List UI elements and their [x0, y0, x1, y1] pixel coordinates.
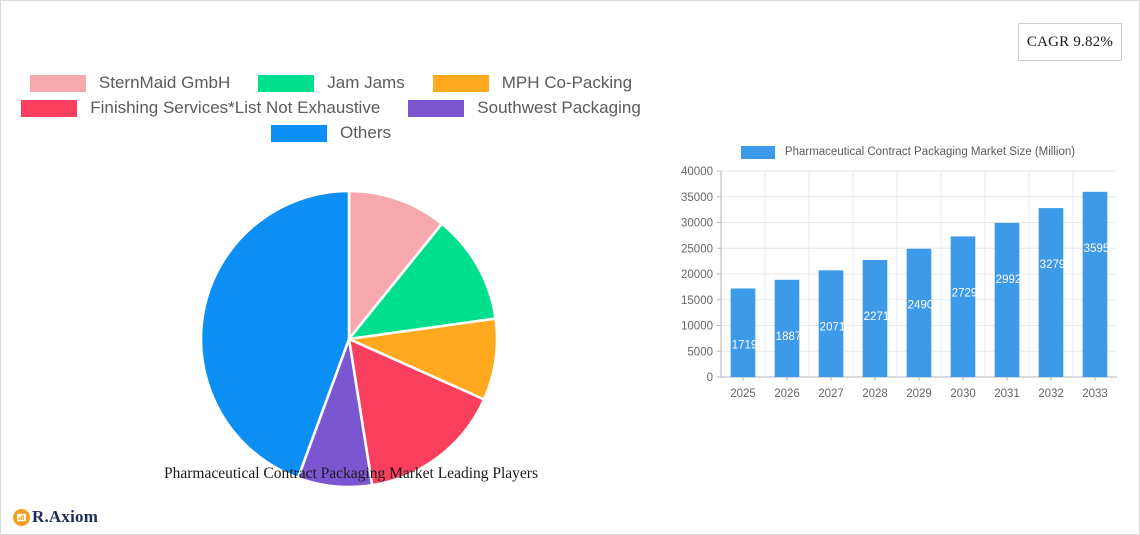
pie-legend: SternMaid GmbH Jam Jams MPH Co-Packing Fini… [1, 61, 661, 143]
bar[interactable] [950, 236, 976, 377]
pie-legend-row: Finishing Services*List Not Exhaustive So… [1, 98, 661, 118]
bar-value-label: 29920 [996, 274, 1028, 286]
bar-value-label: 35956 [1084, 243, 1116, 255]
pie-legend-label: SternMaid GmbH [98, 73, 231, 92]
pie-chart-title: Pharmaceutical Contract Packaging Market… [163, 465, 539, 482]
bar-value-label: 32797 [1040, 259, 1072, 271]
pie-chart-area [1, 143, 661, 489]
pie-legend-item[interactable]: Jam Jams [258, 73, 405, 93]
pie-legend-label: Southwest Packaging [477, 98, 641, 117]
pie-legend-row: SternMaid GmbH Jam Jams MPH Co-Packing [1, 73, 661, 93]
bar-legend-label: Pharmaceutical Contract Packaging Market… [784, 146, 1076, 158]
bar-chart-svg: 0 5000 10000 15000 20000 25000 30000 35000 40000… [681, 166, 1117, 400]
bar-chart-panel: Pharmaceutical Contract Packaging Market… [673, 141, 1123, 411]
cagr-label: CAGR 9.82% [1026, 33, 1114, 50]
bar-value-label: 22715 [864, 311, 896, 323]
x-axis-tick-label: 2027 [818, 388, 844, 400]
pie-slice[interactable] [345, 221, 498, 341]
x-axis-tick-label: 2026 [774, 388, 800, 400]
bar-value-label: 24903 [908, 300, 940, 312]
brand-name: R.Axiom [32, 507, 99, 526]
bar[interactable] [994, 222, 1020, 377]
pie-legend-swatch [258, 74, 315, 92]
y-axis-tick-label: 0 [707, 372, 713, 384]
pie-legend-item[interactable]: SternMaid GmbH [29, 73, 231, 93]
pie-legend-label: Others [339, 123, 392, 142]
bar-series: 17190 18877 20713 22715 24903 27297 29920 32797… [730, 191, 1116, 377]
bar-value-label: 20713 [820, 321, 852, 333]
bar[interactable] [818, 270, 844, 377]
pie-legend-label: MPH Co-Packing [501, 73, 633, 92]
pie-legend-item[interactable]: MPH Co-Packing [432, 73, 633, 93]
bar[interactable] [906, 248, 932, 377]
pie-legend-item[interactable]: Finishing Services*List Not Exhaustive [21, 98, 380, 118]
pie-slice[interactable] [199, 189, 351, 480]
y-axis-tick-label: 35000 [681, 192, 713, 204]
y-axis-tick-label: 5000 [687, 346, 713, 358]
pie-slice[interactable] [347, 189, 444, 343]
chart-circle-icon [13, 508, 30, 526]
pie-legend-item[interactable]: Others [270, 123, 392, 143]
brand-logo: R.Axiom [13, 507, 98, 527]
x-axis-tick-label: 2032 [1038, 388, 1064, 400]
bar-value-label: 27297 [952, 287, 984, 299]
y-axis-tick-label: 15000 [681, 295, 713, 307]
bar-y-axis-labels: 0 5000 10000 15000 20000 25000 30000 35000 40000 [681, 166, 713, 384]
pie-legend-label: Jam Jams [327, 73, 405, 92]
bar-legend-swatch [740, 145, 775, 159]
x-axis-tick-label: 2030 [950, 388, 976, 400]
y-axis-tick-label: 25000 [681, 243, 713, 255]
bar[interactable] [1038, 208, 1064, 377]
pie-chart-panel: SternMaid GmbH Jam Jams MPH Co-Packing Fini… [1, 61, 661, 501]
cagr-badge: CAGR 9.82% [1018, 23, 1122, 61]
pie-legend-label: Finishing Services*List Not Exhaustive [90, 98, 381, 117]
bar-legend: Pharmaceutical Contract Packaging Market… [673, 141, 1123, 163]
pie-legend-swatch [408, 99, 465, 117]
y-axis-tick-label: 30000 [681, 218, 713, 230]
bar-value-label: 18877 [776, 331, 808, 343]
y-axis-tick-label: 20000 [681, 269, 713, 281]
x-axis-tick-label: 2033 [1082, 388, 1108, 400]
x-axis-tick-label: 2029 [906, 388, 932, 400]
pie-slice[interactable] [347, 336, 486, 487]
bar[interactable] [1082, 191, 1108, 377]
y-axis-tick-label: 10000 [681, 321, 713, 333]
bar-value-label: 17190 [732, 339, 764, 351]
pie-legend-row: Others [1, 123, 661, 143]
x-axis-tick-label: 2025 [730, 388, 756, 400]
bar[interactable] [862, 260, 888, 377]
pie-legend-swatch [21, 99, 78, 117]
pie-legend-swatch [432, 74, 489, 92]
pie-legend-swatch [270, 124, 327, 142]
pie-chart-svg [199, 189, 499, 489]
y-axis-tick-label: 40000 [681, 166, 713, 178]
bar[interactable] [730, 288, 756, 377]
pie-legend-item[interactable]: Southwest Packaging [408, 98, 641, 118]
pie-legend-swatch [29, 74, 86, 92]
pie-slice[interactable] [344, 317, 499, 402]
x-axis-tick-label: 2031 [994, 388, 1020, 400]
bar-x-axis-labels: 2025 2026 2027 2028 2029 2030 2031 2032 2033 [730, 377, 1108, 400]
x-axis-tick-label: 2028 [862, 388, 888, 400]
bar[interactable] [774, 279, 800, 377]
